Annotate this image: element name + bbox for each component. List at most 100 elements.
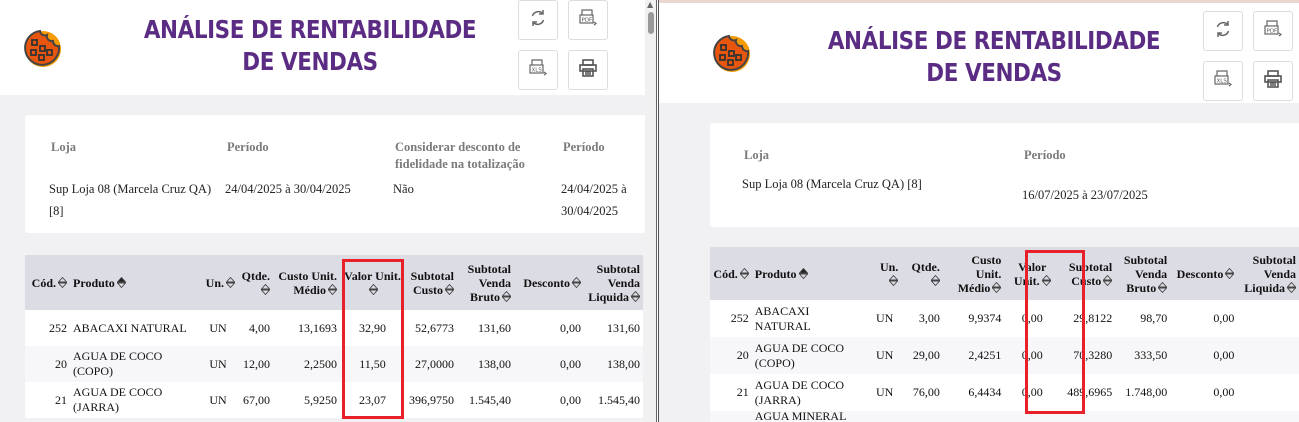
- table-row[interactable]: 252 ABACAXI NATURAL UN 4,00 13,1693 32,90 52,6…: [25, 310, 643, 346]
- sort-icon[interactable]: [572, 276, 581, 288]
- column-header[interactable]: Custo Unit. Médio: [942, 247, 1005, 300]
- sort-icon[interactable]: [58, 276, 67, 288]
- pdf-button[interactable]: PDF: [568, 0, 608, 40]
- table-row[interactable]: 21 AGUA DE COCO (JARRA) UN 76,00 6,4434 0,00 4…: [710, 374, 1299, 411]
- cell-7: 1.545,40: [457, 382, 514, 418]
- cell-6: 52,6773: [405, 310, 457, 346]
- column-header[interactable]: Subtotal Venda Liquida: [1237, 247, 1299, 300]
- pdf-icon: PDF: [577, 7, 599, 34]
- page-title: ANÁLISE DE RENTABILIDADE DE VENDAS: [827, 26, 1161, 87]
- column-header[interactable]: Custo Unit. Médio: [273, 255, 340, 310]
- print-button[interactable]: [568, 50, 608, 90]
- column-header[interactable]: Desconto: [1170, 247, 1238, 300]
- xls-button[interactable]: XLS: [518, 50, 558, 90]
- sort-icon[interactable]: [992, 281, 1002, 293]
- cell-2: [868, 411, 902, 422]
- table-row[interactable]: 20 AGUA DE COCO (COPO) UN 12,00 2,2500 11,50 2…: [25, 346, 643, 382]
- cell-9: [1237, 337, 1299, 374]
- cell-0: 252: [25, 310, 70, 346]
- column-header[interactable]: Cód.: [25, 255, 70, 310]
- cell-3: 76,00: [901, 374, 943, 411]
- cell-9: 131,60: [584, 310, 643, 346]
- sort-icon[interactable]: [798, 267, 808, 279]
- sort-icon[interactable]: [930, 274, 940, 286]
- cell-8: 0,00: [514, 346, 584, 382]
- print-icon: [1263, 69, 1283, 94]
- column-header[interactable]: Subtotal Venda Bruto: [1115, 247, 1171, 300]
- sort-icon[interactable]: [502, 290, 511, 302]
- filter-summary-card: Loja Sup Loja 08 (Marcela Cruz QA) [8] Pe…: [710, 123, 1299, 227]
- cell-5: 11,50: [340, 346, 405, 382]
- column-header[interactable]: Subtotal Venda Liquida: [584, 255, 643, 310]
- sort-icon[interactable]: [116, 276, 126, 288]
- sort-icon[interactable]: [1287, 281, 1296, 293]
- cell-0: 252: [710, 300, 752, 337]
- column-header[interactable]: Desconto: [514, 255, 584, 310]
- page-title: ANÁLISE DE RENTABILIDADE DE VENDAS: [143, 15, 477, 76]
- filter-value: Sup Loja 08 (Marcela Cruz QA) [8]: [49, 182, 212, 218]
- column-header[interactable]: Subtotal Venda Bruto: [457, 255, 514, 310]
- pdf-icon: PDF: [1262, 18, 1284, 45]
- sort-icon[interactable]: [261, 283, 270, 295]
- profitability-table: Cód. Produto Un. Qtde. Custo Unit. Médio Valo…: [710, 247, 1299, 422]
- table-row[interactable]: 252 ABACAXI NATURAL UN 3,00 9,9374 0,00 29,812…: [710, 300, 1299, 337]
- sort-icon[interactable]: [226, 276, 235, 288]
- cell-4: [942, 411, 1005, 422]
- table-row[interactable]: 20 AGUA DE COCO (COPO) UN 29,00 2,4251 0,00 70…: [710, 337, 1299, 374]
- column-header[interactable]: Valor Unit.: [340, 255, 405, 310]
- cell-6: 489,6965: [1060, 374, 1116, 411]
- cell-6: 396,9750: [405, 382, 457, 418]
- column-header[interactable]: Subtotal Custo: [1060, 247, 1116, 300]
- sort-icon[interactable]: [445, 283, 454, 295]
- sort-icon[interactable]: [1225, 267, 1235, 279]
- cell-6: [1060, 411, 1116, 422]
- cell-1: ABACAXI NATURAL: [70, 310, 198, 346]
- cell-1: AGUA DE COCO (JARRA): [751, 374, 869, 411]
- column-header[interactable]: Valor Unit.: [1004, 247, 1061, 300]
- sort-icon[interactable]: [1103, 274, 1113, 286]
- cell-7: 138,00: [457, 346, 514, 382]
- filter-value: 16/07/2025 à 23/07/2025: [1022, 188, 1148, 202]
- table-row[interactable]: AGUA MINERAL: [710, 410, 1299, 422]
- refresh-button[interactable]: [518, 0, 558, 40]
- cell-1: AGUA DE COCO (COPO): [70, 346, 198, 382]
- left-report-window: ANÁLISE DE RENTABILIDADE DE VENDAS PDF XLS…: [0, 0, 645, 422]
- print-icon: [578, 58, 598, 83]
- column-header[interactable]: Un.: [198, 255, 238, 310]
- cookie-logo-icon: [20, 26, 64, 70]
- column-header[interactable]: Qtde.: [238, 255, 273, 310]
- cookie-logo-icon: [709, 31, 753, 75]
- print-button[interactable]: [1253, 61, 1293, 101]
- column-header[interactable]: Un.: [868, 247, 902, 300]
- sort-icon[interactable]: [328, 283, 337, 295]
- column-header[interactable]: Produto: [751, 247, 869, 300]
- highlight-box-valor-unit: [1025, 250, 1085, 414]
- scroll-up-icon[interactable]: ▲: [647, 0, 654, 9]
- table-row[interactable]: 21 AGUA DE COCO (JARRA) UN 67,00 5,9250 23,07…: [25, 382, 643, 418]
- cell-7: 1.748,00: [1115, 374, 1171, 411]
- cell-8: 0,00: [1170, 300, 1238, 337]
- pdf-button[interactable]: PDF: [1253, 11, 1293, 51]
- cell-8: 0,00: [514, 310, 584, 346]
- sort-icon[interactable]: [739, 267, 749, 279]
- scrollbar-thumb[interactable]: [648, 12, 654, 34]
- column-header[interactable]: Cód.: [710, 247, 752, 300]
- xls-button[interactable]: XLS: [1203, 61, 1243, 101]
- column-header[interactable]: Qtde.: [901, 247, 943, 300]
- cell-3: 4,00: [238, 310, 273, 346]
- sort-icon[interactable]: [369, 283, 378, 295]
- column-header[interactable]: Subtotal Custo: [405, 255, 457, 310]
- svg-text:XLS: XLS: [532, 67, 543, 73]
- sort-icon[interactable]: [631, 290, 640, 302]
- cell-8: 0,00: [514, 382, 584, 418]
- cell-0: 21: [25, 382, 70, 418]
- svg-text:PDF: PDF: [1267, 28, 1278, 34]
- column-header[interactable]: Produto: [70, 255, 198, 310]
- cell-0: [710, 411, 752, 422]
- scrollbar[interactable]: ▲: [645, 0, 657, 422]
- sort-icon[interactable]: [1041, 274, 1051, 286]
- refresh-button[interactable]: [1203, 11, 1243, 51]
- sort-icon[interactable]: [889, 274, 899, 286]
- cell-4: 5,9250: [273, 382, 340, 418]
- sort-icon[interactable]: [1158, 281, 1168, 293]
